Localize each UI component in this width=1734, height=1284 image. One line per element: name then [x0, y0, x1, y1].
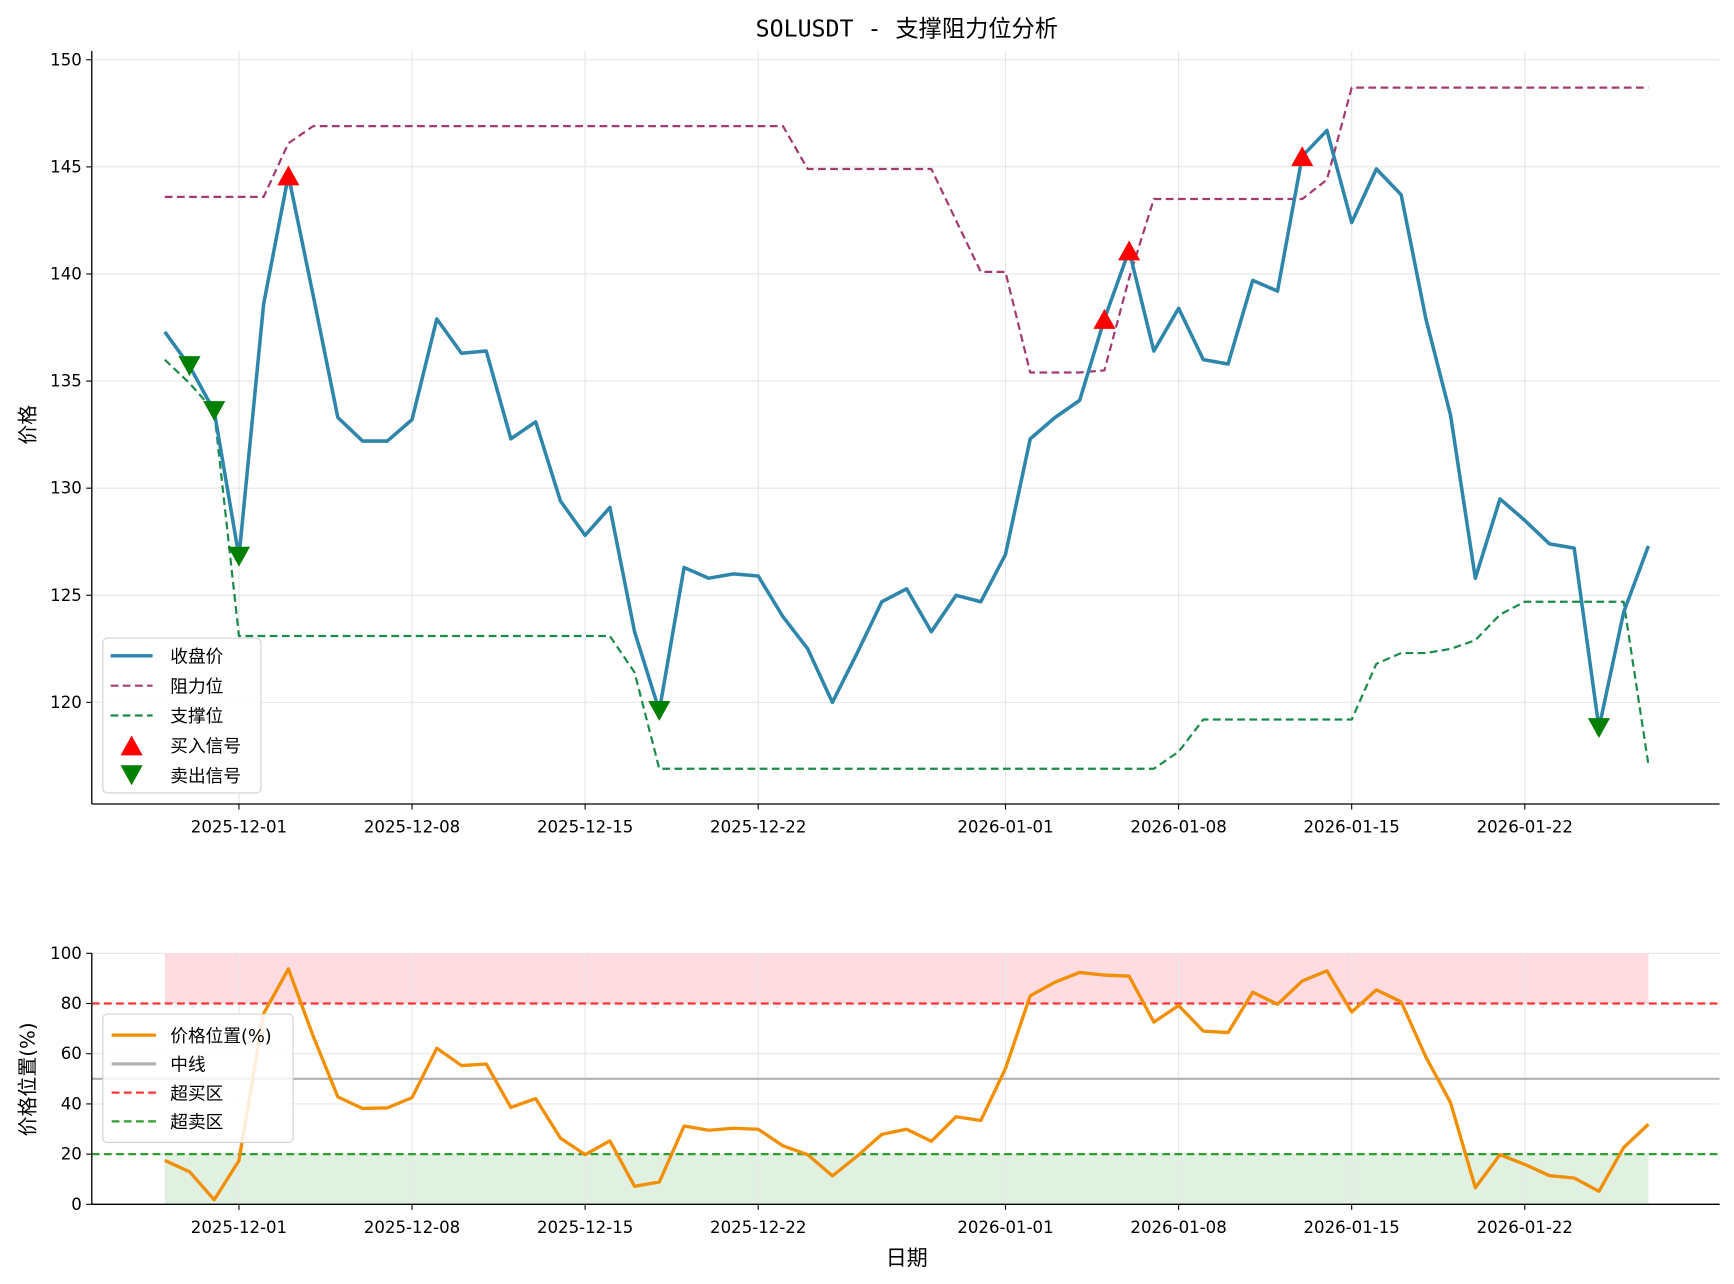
- price-panel: 120 125 130 135 140 145 150 2025-12-01 2025-12-0…: [16, 50, 1720, 837]
- buy-signal-marker: [1118, 240, 1141, 261]
- legend-label: 收盘价: [170, 646, 223, 667]
- y-tick-label: 80: [61, 994, 82, 1013]
- x-tick-label: 2025-12-08: [364, 818, 460, 837]
- x-tick-label: 2026-01-01: [957, 818, 1053, 837]
- y-tick-label: 135: [50, 372, 82, 391]
- legend-label: 阻力位: [170, 676, 223, 697]
- legend-label: 买入信号: [170, 736, 241, 757]
- sell-signal-marker: [227, 546, 251, 567]
- x-tick-label: 2025-12-15: [537, 818, 633, 837]
- position-x-label: 日期: [886, 1245, 928, 1270]
- price-axes: 120 125 130 135 140 145 150 2025-12-01 2025-12-0…: [50, 50, 1720, 837]
- resistance-line: [164, 86, 1649, 374]
- x-tick-label: 2026-01-22: [1477, 1218, 1573, 1237]
- legend-box: [102, 1013, 294, 1143]
- price-lines: [163, 86, 1651, 770]
- legend-label: 中线: [170, 1055, 206, 1076]
- buy-signal-marker: [277, 165, 300, 186]
- legend-buy-icon: [120, 735, 143, 756]
- x-tick-label: 2025-12-01: [191, 1218, 287, 1237]
- sell-signal-marker: [1587, 718, 1611, 739]
- legend-label: 卖出信号: [170, 766, 241, 787]
- price-position-line: [164, 967, 1650, 1202]
- y-tick-label: 60: [61, 1044, 82, 1063]
- position-panel: 0 20 40 60 80 100 2025-12-01 2025-12-08 2025-12-…: [16, 944, 1720, 1270]
- x-tick-label: 2026-01-08: [1130, 818, 1226, 837]
- buy-signal-marker: [1093, 308, 1116, 329]
- y-tick-label: 0: [71, 1195, 82, 1214]
- y-tick-label: 145: [50, 157, 82, 176]
- x-tick-label: 2025-12-22: [710, 818, 806, 837]
- y-tick-label: 100: [50, 944, 82, 963]
- legend-box: [102, 637, 262, 794]
- x-tick-label: 2026-01-15: [1303, 1218, 1399, 1237]
- position-axes: 0 20 40 60 80 100 2025-12-01 2025-12-08 2025-12-…: [50, 944, 1720, 1237]
- legend-label: 价格位置(%): [170, 1026, 271, 1047]
- buy-signal-marker: [1291, 146, 1314, 167]
- sell-signal-marker: [178, 356, 201, 377]
- x-tick-label: 2026-01-08: [1130, 1218, 1226, 1237]
- position-y-label: 价格位置(%): [16, 1022, 39, 1136]
- legend-label: 支撑位: [170, 706, 223, 727]
- y-tick-label: 130: [50, 479, 82, 498]
- zone-band: [164, 1154, 1649, 1205]
- x-tick-label: 2025-12-22: [710, 1218, 806, 1237]
- x-tick-label: 2026-01-22: [1477, 818, 1573, 837]
- y-tick-label: 150: [50, 50, 82, 69]
- chart-title: SOLUSDT - 支撑阻力位分析: [756, 16, 1058, 43]
- legend-label: 超卖区: [170, 1112, 223, 1133]
- y-tick-label: 140: [50, 264, 82, 283]
- price-grid: [91, 50, 1720, 805]
- sell-signal-marker: [203, 401, 226, 422]
- support-line: [164, 358, 1650, 770]
- close-price-line: [163, 128, 1651, 730]
- y-tick-label: 20: [61, 1145, 82, 1164]
- price-y-label: 价格: [16, 405, 39, 445]
- x-tick-label: 2025-12-15: [537, 1218, 633, 1237]
- position-lines: [91, 967, 1720, 1202]
- y-tick-label: 125: [50, 586, 82, 605]
- y-tick-label: 40: [61, 1094, 82, 1113]
- zone-band: [164, 953, 1649, 1004]
- legend-label: 超买区: [170, 1083, 223, 1104]
- y-tick-label: 120: [50, 693, 82, 712]
- x-tick-label: 2025-12-08: [364, 1218, 460, 1237]
- sell-signal-marker: [648, 700, 671, 721]
- legend-sell-icon: [120, 765, 143, 786]
- x-tick-label: 2026-01-01: [957, 1218, 1053, 1237]
- signal-markers: [178, 146, 1611, 739]
- x-tick-label: 2026-01-15: [1303, 818, 1399, 837]
- x-tick-label: 2025-12-01: [191, 818, 287, 837]
